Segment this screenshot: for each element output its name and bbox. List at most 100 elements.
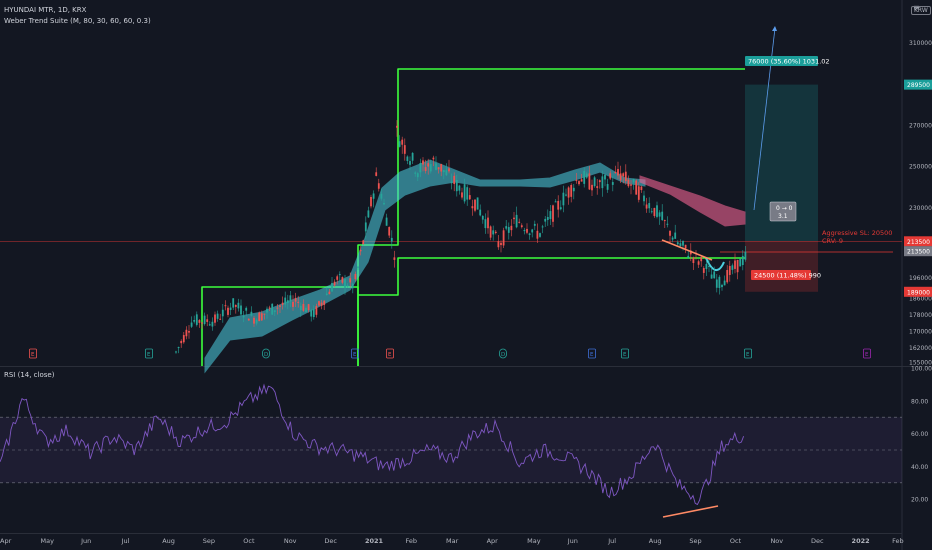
candle-body	[565, 194, 567, 196]
event-marker: E	[863, 348, 871, 359]
candle-body	[284, 297, 287, 305]
candle	[588, 165, 591, 191]
price-tag-bg	[904, 246, 932, 257]
crv-text: CRV: 9	[822, 237, 843, 245]
candle-body	[549, 211, 552, 220]
candle-body	[247, 318, 250, 321]
candle	[242, 310, 245, 323]
candle-body	[411, 152, 414, 161]
candle	[234, 304, 237, 314]
candle	[448, 159, 450, 174]
candle-body	[180, 340, 183, 344]
candle	[180, 339, 183, 348]
candle	[583, 167, 586, 188]
candle-body	[643, 195, 645, 202]
candle-body	[700, 257, 703, 262]
candle-body	[671, 237, 674, 240]
candle	[536, 223, 539, 243]
candle-body	[206, 319, 209, 322]
candle	[442, 169, 445, 180]
candle-body	[601, 176, 604, 189]
price-tick: 270000	[909, 122, 932, 129]
candle-body	[637, 186, 640, 200]
candle-body	[419, 162, 422, 173]
price-tag-text: 289500	[907, 82, 930, 89]
target-label-text: 76000 (35.60%) 1031.02	[748, 58, 830, 66]
time-tick: 2021	[365, 537, 384, 545]
candle	[692, 256, 695, 271]
candle	[307, 303, 310, 313]
candle-body	[380, 193, 383, 199]
candle	[609, 170, 612, 180]
event-marker: D	[262, 348, 270, 359]
candle	[380, 188, 383, 201]
candle-body	[276, 307, 279, 309]
event-marker-box	[386, 348, 394, 359]
candle	[185, 326, 188, 340]
event-marker-box	[351, 348, 359, 359]
candle	[318, 300, 320, 307]
candle-body	[177, 347, 180, 349]
candle-body	[302, 303, 305, 311]
candle	[281, 296, 284, 310]
candle	[393, 250, 396, 268]
candle	[507, 222, 510, 240]
candle-body	[718, 276, 721, 288]
event-marker-box	[588, 348, 596, 359]
candle	[510, 219, 513, 237]
candle-body	[557, 200, 560, 210]
candle	[354, 271, 357, 282]
candle-body	[635, 180, 638, 195]
candle	[533, 220, 536, 230]
event-marker-text: E	[388, 352, 392, 358]
candle	[676, 240, 679, 246]
time-tick: Nov	[284, 537, 297, 545]
candle-body	[341, 277, 344, 283]
candle	[630, 180, 632, 195]
candle-body	[708, 265, 710, 267]
candle-body	[661, 211, 664, 221]
candle-body	[318, 301, 320, 306]
event-marker-text: D	[264, 352, 268, 358]
candle	[656, 201, 658, 219]
candle-body	[658, 212, 661, 217]
candle	[219, 313, 222, 320]
candle	[606, 178, 609, 193]
candle-body	[260, 313, 263, 321]
candle	[575, 173, 578, 184]
candle-body	[351, 283, 354, 289]
rsi-tick: 40.00	[911, 464, 928, 471]
price-tag: 289500	[904, 79, 932, 90]
candle	[250, 306, 253, 317]
price-tag: 213500	[904, 246, 932, 257]
rsi-line	[0, 383, 745, 506]
event-marker-box	[863, 348, 871, 359]
candle	[377, 178, 380, 192]
candle	[195, 311, 198, 327]
candle	[357, 265, 359, 270]
candle-body	[731, 265, 734, 270]
event-marker-text: E	[746, 352, 750, 358]
price-tag-bg	[904, 286, 932, 297]
candle-body	[185, 329, 188, 337]
currency-badge[interactable]: KRW	[911, 6, 931, 15]
candle-body	[648, 203, 651, 209]
candle-body	[585, 173, 588, 178]
candle-body	[580, 179, 583, 182]
menu-icon[interactable]: ≡	[913, 3, 920, 12]
candle-body	[630, 184, 632, 186]
candle	[570, 183, 573, 203]
candle-body	[427, 163, 430, 167]
candle	[305, 305, 307, 313]
candle	[427, 158, 430, 175]
rsi-tick: 80.00	[911, 398, 928, 405]
candle-body	[367, 210, 370, 218]
candle-body	[528, 233, 531, 235]
candle-body	[645, 204, 648, 209]
candle	[445, 163, 448, 176]
candle	[593, 175, 596, 188]
candle	[302, 299, 305, 312]
time-tick: Feb	[406, 537, 418, 545]
candle	[627, 175, 630, 188]
